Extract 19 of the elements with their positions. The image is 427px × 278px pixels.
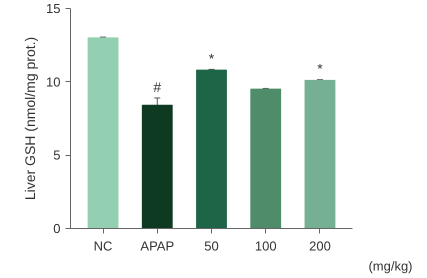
x-tick-label: 50: [204, 238, 219, 254]
x-tick-label: APAP: [140, 238, 174, 254]
bar: [142, 104, 173, 228]
annotation: #: [153, 78, 162, 95]
y-axis-title: Liver GSH (nmol/mg prot.): [22, 36, 38, 200]
annotation: *: [317, 60, 324, 77]
bar: [88, 37, 118, 228]
y-tick-label: 10: [46, 74, 61, 90]
y-tick-label: 0: [53, 221, 61, 236]
y-tick-label: 15: [46, 1, 61, 16]
bar: [304, 80, 336, 228]
text: (mg/kg): [368, 258, 413, 274]
y-tick-label: 5: [53, 148, 61, 163]
bar: [196, 70, 227, 228]
x-tick-label: NC: [94, 238, 112, 254]
x-tick-label: 200: [309, 238, 331, 254]
annotation: *: [208, 50, 215, 66]
x-tick-label: 100: [254, 238, 277, 254]
bar: [250, 88, 282, 228]
